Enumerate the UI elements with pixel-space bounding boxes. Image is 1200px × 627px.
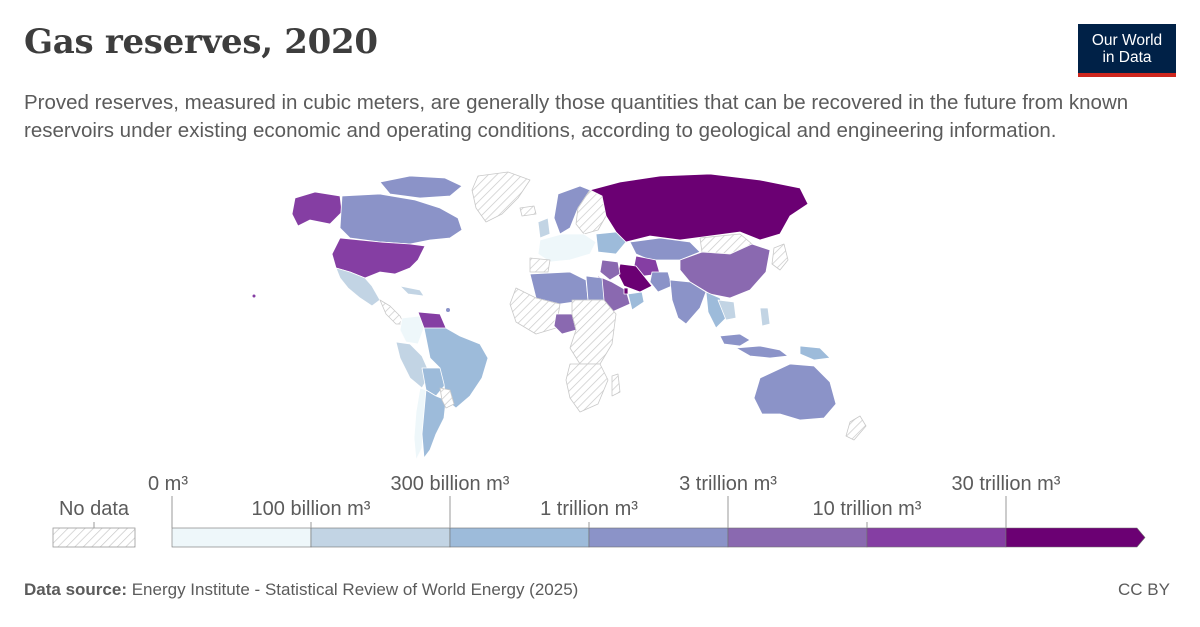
mexico[interactable] <box>335 267 381 307</box>
iceland[interactable] <box>519 205 537 217</box>
oman[interactable] <box>627 291 645 311</box>
india[interactable] <box>669 279 707 325</box>
legend-bin-2[interactable] <box>449 527 590 548</box>
colombia[interactable] <box>399 315 425 345</box>
chart-subtitle: Proved reserves, measured in cubic meter… <box>24 91 1129 142</box>
legend-label-lower-1: 1 trillion m³ <box>540 498 638 520</box>
central-america[interactable] <box>379 299 405 325</box>
thailand[interactable] <box>717 299 737 321</box>
pakistan[interactable] <box>649 271 673 293</box>
owid-logo[interactable]: Our World in Data <box>1078 24 1176 77</box>
legend-label-upper-3: 30 trillion m³ <box>952 473 1061 495</box>
indonesia[interactable] <box>735 345 789 359</box>
western-europe[interactable] <box>537 233 597 263</box>
data-source: Data source: Energy Institute - Statisti… <box>24 580 578 600</box>
egypt-libya[interactable] <box>585 275 605 301</box>
legend-label-lower-0: 100 billion m³ <box>252 498 371 520</box>
paraguay[interactable] <box>439 387 455 409</box>
philippines[interactable] <box>759 307 771 327</box>
no-data-label: No data <box>59 498 130 520</box>
alaska[interactable] <box>291 191 343 227</box>
japan[interactable] <box>771 243 789 271</box>
logo-line-1: Our World <box>1091 31 1163 49</box>
spain[interactable] <box>529 257 551 273</box>
legend-bin-1[interactable] <box>310 527 451 548</box>
legend-label-upper-1: 300 billion m³ <box>391 473 510 495</box>
legend-bin-6[interactable] <box>1005 527 1146 548</box>
qatar[interactable] <box>623 287 629 295</box>
myanmar[interactable] <box>705 291 727 329</box>
argentina[interactable] <box>421 389 447 459</box>
legend-bin-3[interactable] <box>588 527 729 548</box>
chart-title: Gas reserves, 2020 <box>24 22 378 62</box>
madagascar[interactable] <box>611 373 621 397</box>
brazil[interactable] <box>423 327 489 409</box>
legend-bar: No data 0 m³ 300 billion m³ 3 trillion m³ 3… <box>52 473 1146 548</box>
legend-label-lower-2: 10 trillion m³ <box>813 498 922 520</box>
legend-bin-5[interactable] <box>866 527 1007 548</box>
iraq[interactable] <box>599 259 621 281</box>
cuba[interactable] <box>399 285 425 297</box>
central-africa[interactable] <box>569 299 617 365</box>
uk[interactable] <box>537 217 551 239</box>
source-label: Data source: <box>24 580 127 599</box>
legend-label-upper-2: 3 trillion m³ <box>679 473 777 495</box>
west-africa[interactable] <box>509 287 561 335</box>
no-data-swatch <box>52 527 136 548</box>
australia[interactable] <box>753 363 837 421</box>
norway[interactable] <box>553 185 591 235</box>
malaysia[interactable] <box>719 333 751 347</box>
source-text[interactable]: Energy Institute - Statistical Review of… <box>131 580 579 599</box>
color-legend: No data 0 m³ 300 billion m³ 3 trillion m³ 3… <box>0 460 1200 560</box>
ukraine[interactable] <box>595 231 627 255</box>
iran[interactable] <box>617 263 653 293</box>
legend-bin-0[interactable] <box>171 527 312 548</box>
trinidad-dot <box>446 308 450 312</box>
hawaii-dot <box>252 294 256 298</box>
new-zealand[interactable] <box>845 415 867 441</box>
greenland[interactable] <box>471 171 531 223</box>
canada-arctic[interactable] <box>379 175 463 199</box>
russia[interactable] <box>589 173 809 243</box>
canada[interactable] <box>339 193 463 245</box>
legend-bin-4[interactable] <box>727 527 868 548</box>
southern-africa[interactable] <box>565 363 609 413</box>
logo-line-2: in Data <box>1102 48 1152 66</box>
china[interactable] <box>679 243 771 299</box>
nigeria[interactable] <box>553 313 577 335</box>
papua[interactable] <box>799 345 831 361</box>
legend-label-upper-0: 0 m³ <box>148 473 188 495</box>
world-map[interactable] <box>240 168 960 468</box>
license[interactable]: CC BY <box>1118 580 1170 599</box>
